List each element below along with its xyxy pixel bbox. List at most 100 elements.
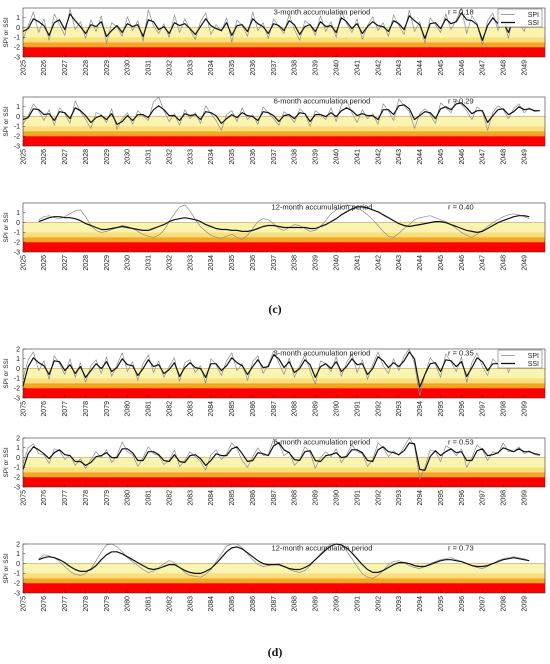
panel-title: 12-month accumulation period — [272, 203, 373, 212]
panels: -3 -2 -1 0 1 2025 2026 2027 2028 2029 2030 2031 2032… — [3, 8, 546, 612]
x-tick-label: 2040 — [334, 255, 341, 271]
x-tick-label: 2076 — [41, 596, 48, 612]
y-tick-label: -3 — [14, 143, 20, 150]
x-tick-label: 2034 — [208, 60, 215, 76]
x-tick-label: 2038 — [292, 60, 299, 76]
x-tick-label: 2043 — [396, 60, 403, 76]
y-tick-label: -3 — [14, 590, 20, 597]
y-tick-label: -2 — [14, 386, 20, 393]
x-tick-label: 2037 — [271, 149, 278, 165]
y-axis-label: SPI or SSI — [3, 358, 10, 389]
x-tick-label: 2031 — [146, 255, 153, 271]
y-tick-label: 1 — [16, 445, 20, 452]
x-tick-label: 2029 — [104, 255, 111, 271]
x-tick-label: 2048 — [501, 149, 508, 165]
series-line-spi — [38, 204, 530, 240]
x-tick-label: 2044 — [417, 255, 424, 271]
panel-title: 6-month accumulation period — [274, 97, 371, 106]
x-tick-label: 2075 — [20, 401, 27, 417]
x-tick-label: 2044 — [417, 60, 424, 76]
x-tick-label: 2077 — [62, 596, 69, 612]
x-tick-label: 2033 — [187, 60, 194, 76]
caption-c: (c) — [268, 302, 281, 316]
x-tick-label: 2045 — [438, 60, 445, 76]
x-tick-label: 2046 — [459, 255, 466, 271]
x-tick-label: 2039 — [313, 255, 320, 271]
x-tick-label: 2087 — [271, 401, 278, 417]
x-tick-label: 2027 — [62, 255, 69, 271]
x-tick-label: 2038 — [292, 149, 299, 165]
y-tick-label: -1 — [14, 230, 20, 237]
x-tick-label: 2049 — [521, 255, 528, 271]
x-tick-label: 2076 — [41, 490, 48, 506]
x-tick-label: 2031 — [146, 60, 153, 76]
x-tick-label: 2079 — [104, 596, 111, 612]
series-line-ssi — [22, 12, 540, 41]
x-tick-label: 2027 — [62, 149, 69, 165]
band-minus1-5-to-minus2 — [23, 472, 545, 478]
x-tick-label: 2044 — [417, 149, 424, 165]
x-tick-label: 2043 — [396, 255, 403, 271]
chart-panel-3: -3 -2 -1 0 1 2025 2026 2027 2028 2029 2030 2031 2032… — [3, 202, 546, 271]
x-tick-label: 2097 — [480, 490, 487, 506]
y-axis-label: SPI or SSI — [3, 553, 10, 584]
band-below-minus2 — [23, 136, 545, 146]
legend-label-spi: SPI — [528, 12, 539, 19]
band-minus1-5-to-minus2 — [23, 578, 545, 584]
panel-title: 12-month accumulation period — [272, 544, 373, 553]
y-tick-label: -2 — [14, 45, 20, 52]
y-tick-label: 1 — [16, 210, 20, 217]
band-below-minus2 — [23, 583, 545, 593]
y-tick-label: 2 — [16, 541, 20, 548]
y-axis-label: SPI or SSI — [3, 212, 10, 243]
x-tick-label: 2098 — [501, 490, 508, 506]
x-tick-label: 2042 — [375, 149, 382, 165]
series-line-ssi — [22, 442, 540, 471]
plot-frame — [22, 202, 546, 253]
x-tick-label: 2026 — [41, 60, 48, 76]
band-minus1-to-minus1-5 — [23, 467, 545, 473]
x-tick-label: 2035 — [229, 255, 236, 271]
panel-title: 3-month accumulation period — [274, 8, 371, 17]
x-tick-label: 2085 — [229, 490, 236, 506]
x-tick-label: 2075 — [20, 490, 27, 506]
y-tick-label: 0 — [16, 114, 20, 121]
y-tick-label: 0 — [16, 455, 20, 462]
y-axis-label: SPI or SSI — [3, 17, 10, 48]
x-tick-label: 2036 — [250, 149, 257, 165]
x-tick-label: 2080 — [125, 490, 132, 506]
plot-frame — [22, 543, 546, 594]
x-tick-label: 2076 — [41, 401, 48, 417]
x-tick-label: 2099 — [521, 401, 528, 417]
x-tick-label: 2078 — [83, 401, 90, 417]
x-tick-label: 2042 — [375, 255, 382, 271]
x-tick-label: 2030 — [125, 255, 132, 271]
series-line-ssi — [38, 543, 530, 575]
y-tick-label: -2 — [14, 134, 20, 141]
correlation-label: r = 0.40 — [448, 203, 474, 212]
x-tick-label: 2081 — [146, 401, 153, 417]
x-tick-label: 2084 — [208, 490, 215, 506]
y-tick-label: -3 — [14, 484, 20, 491]
x-tick-label: 2040 — [334, 60, 341, 76]
x-tick-label: 2089 — [313, 596, 320, 612]
x-tick-label: 2047 — [480, 255, 487, 271]
band-minus1-to-minus1-5 — [23, 126, 545, 132]
correlation-label: r = 0.18 — [448, 8, 474, 17]
y-tick-label: 0 — [16, 366, 20, 373]
panel-title: 6-month accumulation period — [274, 438, 371, 447]
series-line-ssi — [22, 102, 540, 126]
chart-panel-1: -3 -2 -1 0 1 2025 2026 2027 2028 2029 2030 2031 2032… — [3, 8, 546, 76]
legend-label-spi: SPI — [528, 353, 539, 360]
band-minus1-5-to-minus2 — [23, 131, 545, 137]
x-tick-label: 2087 — [271, 596, 278, 612]
x-tick-label: 2095 — [438, 490, 445, 506]
y-tick-label: 1 — [16, 356, 20, 363]
x-tick-label: 2026 — [41, 149, 48, 165]
x-tick-label: 2026 — [41, 255, 48, 271]
x-tick-label: 2047 — [480, 60, 487, 76]
chart-panel-5: -3 -2 -1 0 1 2 2075 2076 2077 2078 2079 2080 2081 208… — [3, 435, 546, 506]
x-tick-label: 2098 — [501, 401, 508, 417]
x-tick-label: 2085 — [229, 596, 236, 612]
x-tick-label: 2093 — [396, 596, 403, 612]
